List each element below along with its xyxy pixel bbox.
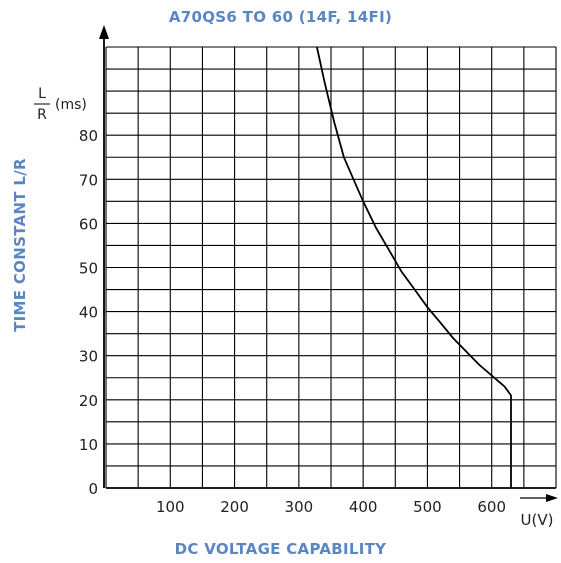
y-tick-label: 30: [79, 348, 98, 366]
y-tick-label: 60: [79, 215, 98, 233]
x-axis-title: DC VOLTAGE CAPABILITY: [174, 540, 387, 558]
y-tick-label: 70: [79, 171, 98, 189]
y-tick-label: 0: [88, 480, 98, 498]
x-tick-label: 100: [156, 498, 185, 516]
y-tick-label: 50: [79, 260, 98, 278]
y-tick-label: 40: [79, 304, 98, 322]
x-unit-arrow-head: [546, 494, 558, 502]
x-tick-label: 200: [220, 498, 249, 516]
series-line: [316, 46, 512, 488]
y-unit-denominator: R: [37, 107, 47, 123]
y-tick-label: 10: [79, 436, 98, 454]
x-tick-label: 600: [477, 498, 506, 516]
x-unit-label: U(V): [521, 511, 554, 529]
chart-title: A70QS6 TO 60 (14F, 14FI): [168, 8, 393, 26]
y-tick-label: 80: [79, 127, 98, 145]
y-tick-label: 20: [79, 392, 98, 410]
y-unit-numerator: L: [38, 86, 46, 102]
x-tick-label: 400: [349, 498, 378, 516]
y-axis-arrow: [99, 25, 109, 39]
x-tick-label: 300: [285, 498, 314, 516]
y-unit-suffix: (ms): [55, 97, 87, 113]
x-tick-label: 500: [413, 498, 442, 516]
